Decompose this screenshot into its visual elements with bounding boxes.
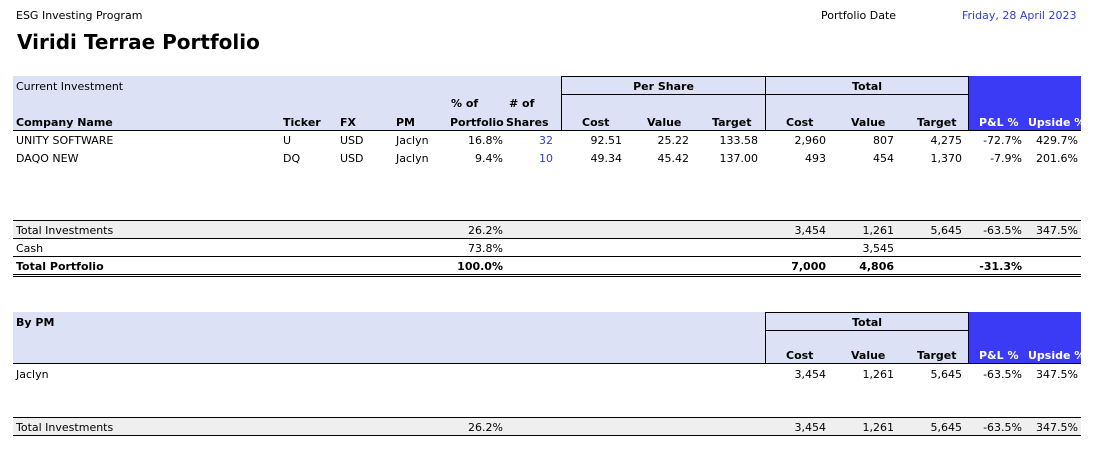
section-label-current: Current Investment [16, 80, 124, 93]
cell-pm: Jaclyn [396, 134, 429, 147]
cell-t-target: 5,645 [930, 421, 963, 434]
cell-ps-value: 45.42 [657, 152, 690, 165]
cell-pct: 9.4% [475, 152, 503, 165]
total-portfolio-label: Total Portfolio [16, 260, 104, 273]
col-pl: P&L % [979, 116, 1019, 129]
cash-label: Cash [16, 242, 44, 255]
bypm-col-cost: Cost [786, 349, 814, 362]
cell-t-target: 1,370 [930, 152, 963, 165]
portfolio-date-label: Portfolio Date [821, 9, 897, 22]
cell-t-target: 5,645 [930, 368, 963, 381]
cell-t-cost: 3,454 [794, 224, 827, 237]
col-t-target: Target [917, 116, 957, 129]
cell-t-cost: 2,960 [794, 134, 827, 147]
cell-upside: 429.7% [1036, 134, 1078, 147]
bypm-col-value: Value [851, 349, 886, 362]
section-label-bypm: By PM [16, 316, 55, 329]
col-company: Company Name [16, 116, 113, 129]
cell-pl: -31.3% [979, 260, 1022, 273]
cell-ps-target: 137.00 [719, 152, 759, 165]
cell-pct: 100.0% [457, 260, 503, 273]
col-t-value: Value [851, 116, 886, 129]
cell-pct: 26.2% [468, 224, 503, 237]
cell-t-target: 5,645 [930, 224, 963, 237]
cell-t-value: 1,261 [862, 368, 895, 381]
cell-t-cost: 3,454 [794, 368, 827, 381]
cell-t-value: 1,261 [862, 421, 895, 434]
program-name: ESG Investing Program [16, 9, 143, 22]
cell-upside: 347.5% [1036, 368, 1078, 381]
cell-t-cost: 7,000 [791, 260, 826, 273]
cell-t-value: 807 [873, 134, 894, 147]
bypm-col-target: Target [917, 349, 957, 362]
cell-pl: -7.9% [990, 152, 1022, 165]
cell-ticker: U [283, 134, 292, 147]
cell-t-value: 454 [873, 152, 894, 165]
cell-upside: 201.6% [1036, 152, 1078, 165]
cell-shares[interactable]: 10 [539, 152, 553, 165]
bypm-total-label: Total Investments [16, 421, 114, 434]
bypm-col-upside: Upside % [1028, 349, 1086, 362]
bypm-pl-band [969, 312, 1081, 363]
col-shares-line2: Shares [506, 116, 549, 129]
cell-fx: USD [340, 152, 364, 165]
cell-t-value: 3,545 [862, 242, 895, 255]
portfolio-date-value[interactable]: Friday, 28 April 2023 [962, 9, 1077, 22]
cell-t-target: 4,275 [930, 134, 963, 147]
bypm-col-pl: P&L % [979, 349, 1019, 362]
current-header-band [13, 76, 969, 130]
cell-pct: 73.8% [468, 242, 503, 255]
group-total: Total [851, 80, 883, 93]
col-ps-target: Target [712, 116, 752, 129]
col-ps-value: Value [647, 116, 682, 129]
cell-fx: USD [340, 134, 364, 147]
col-t-cost: Cost [786, 116, 814, 129]
cell-ps-cost: 49.34 [590, 152, 623, 165]
col-fx: FX [340, 116, 356, 129]
cell-pm: Jaclyn [396, 152, 429, 165]
cell-pct: 16.8% [468, 134, 503, 147]
cell-company: UNITY SOFTWARE [16, 134, 114, 147]
cell-company: DAQO NEW [16, 152, 79, 165]
bypm-header-band [13, 312, 969, 363]
col-shares-line1: # of [509, 97, 535, 110]
pl-header-band [969, 76, 1081, 130]
cell-upside: 347.5% [1036, 224, 1078, 237]
cell-pct: 26.2% [468, 421, 503, 434]
cell-ticker: DQ [283, 152, 301, 165]
cell-ps-cost: 92.51 [590, 134, 623, 147]
cell-pl: -63.5% [983, 224, 1022, 237]
page-title: Viridi Terrae Portfolio [17, 30, 260, 54]
cell-t-cost: 493 [805, 152, 826, 165]
group-per-share: Per Share [633, 80, 694, 93]
cell-ps-value: 25.22 [657, 134, 690, 147]
cell-pl: -63.5% [983, 421, 1022, 434]
cell-t-value: 1,261 [862, 224, 895, 237]
col-pm: PM [396, 116, 416, 129]
cell-pl: -63.5% [983, 368, 1022, 381]
col-ps-cost: Cost [582, 116, 610, 129]
cell-pm: Jaclyn [16, 368, 49, 381]
cell-shares[interactable]: 32 [539, 134, 553, 147]
col-pct-line1: % of [451, 97, 479, 110]
cell-ps-target: 133.58 [719, 134, 759, 147]
col-pct-line2: Portfolio [450, 116, 504, 129]
col-upside: Upside % [1028, 116, 1086, 129]
col-ticker: Ticker [283, 116, 321, 129]
cell-upside: 347.5% [1036, 421, 1078, 434]
bypm-group-total: Total [851, 316, 883, 329]
cell-t-cost: 3,454 [794, 421, 827, 434]
total-investments-label: Total Investments [16, 224, 114, 237]
cell-t-value: 4,806 [859, 260, 894, 273]
cell-pl: -72.7% [983, 134, 1022, 147]
